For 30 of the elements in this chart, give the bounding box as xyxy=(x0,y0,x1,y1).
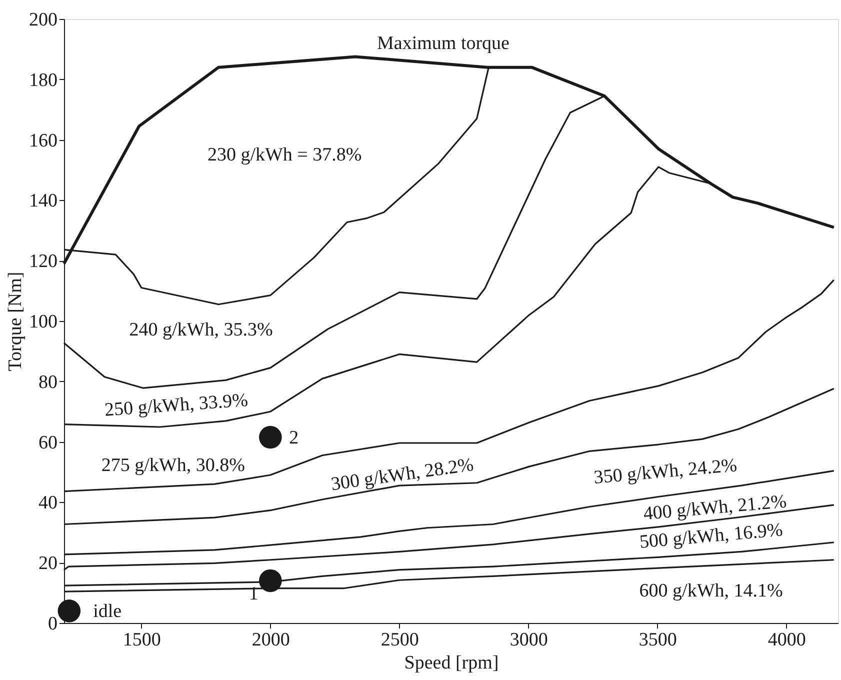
x-tick-label: 4000 xyxy=(768,630,806,650)
annotation: 600 g/kWh, 14.1% xyxy=(639,580,784,602)
annotation: 250 g/kWh, 33.9% xyxy=(104,390,249,421)
annotation: 230 g/kWh = 37.8% xyxy=(207,144,362,166)
x-tick-label: 2500 xyxy=(380,630,419,650)
y-tick-label: 20 xyxy=(38,553,58,574)
y-tick-label: 200 xyxy=(29,10,58,30)
x-tick-label: 3000 xyxy=(510,630,548,650)
y-axis-title: Torque [Nm] xyxy=(5,272,26,372)
annotation: 2 xyxy=(289,427,299,448)
x-tick-label: 3500 xyxy=(638,630,677,650)
annotation: 300 g/kWh, 28.2% xyxy=(330,454,476,496)
annotation: idle xyxy=(93,601,122,622)
y-tick-label: 180 xyxy=(29,70,58,91)
annotation: Maximum torque xyxy=(377,33,510,54)
x-axis-title: Speed [rpm] xyxy=(404,652,499,674)
y-tick-label: 40 xyxy=(38,492,58,514)
x-tick-label: 2000 xyxy=(252,630,290,650)
annotation: 275 g/kWh, 30.8% xyxy=(101,455,246,476)
y-tick-label: 80 xyxy=(38,372,58,393)
annotation: 500 g/kWh, 16.9% xyxy=(638,520,784,553)
x-tick-label: 1500 xyxy=(122,630,161,650)
y-tick-label: 60 xyxy=(38,432,58,454)
y-tick-label: 140 xyxy=(29,190,58,212)
annotation: 240 g/kWh, 35.3% xyxy=(129,320,273,341)
y-tick-label: 120 xyxy=(29,251,58,272)
y-tick-label: 0 xyxy=(48,614,58,634)
annotation: 350 g/kWh, 24.2% xyxy=(593,455,738,488)
y-tick-label: 100 xyxy=(29,312,58,332)
y-tick-label: 160 xyxy=(29,130,58,152)
